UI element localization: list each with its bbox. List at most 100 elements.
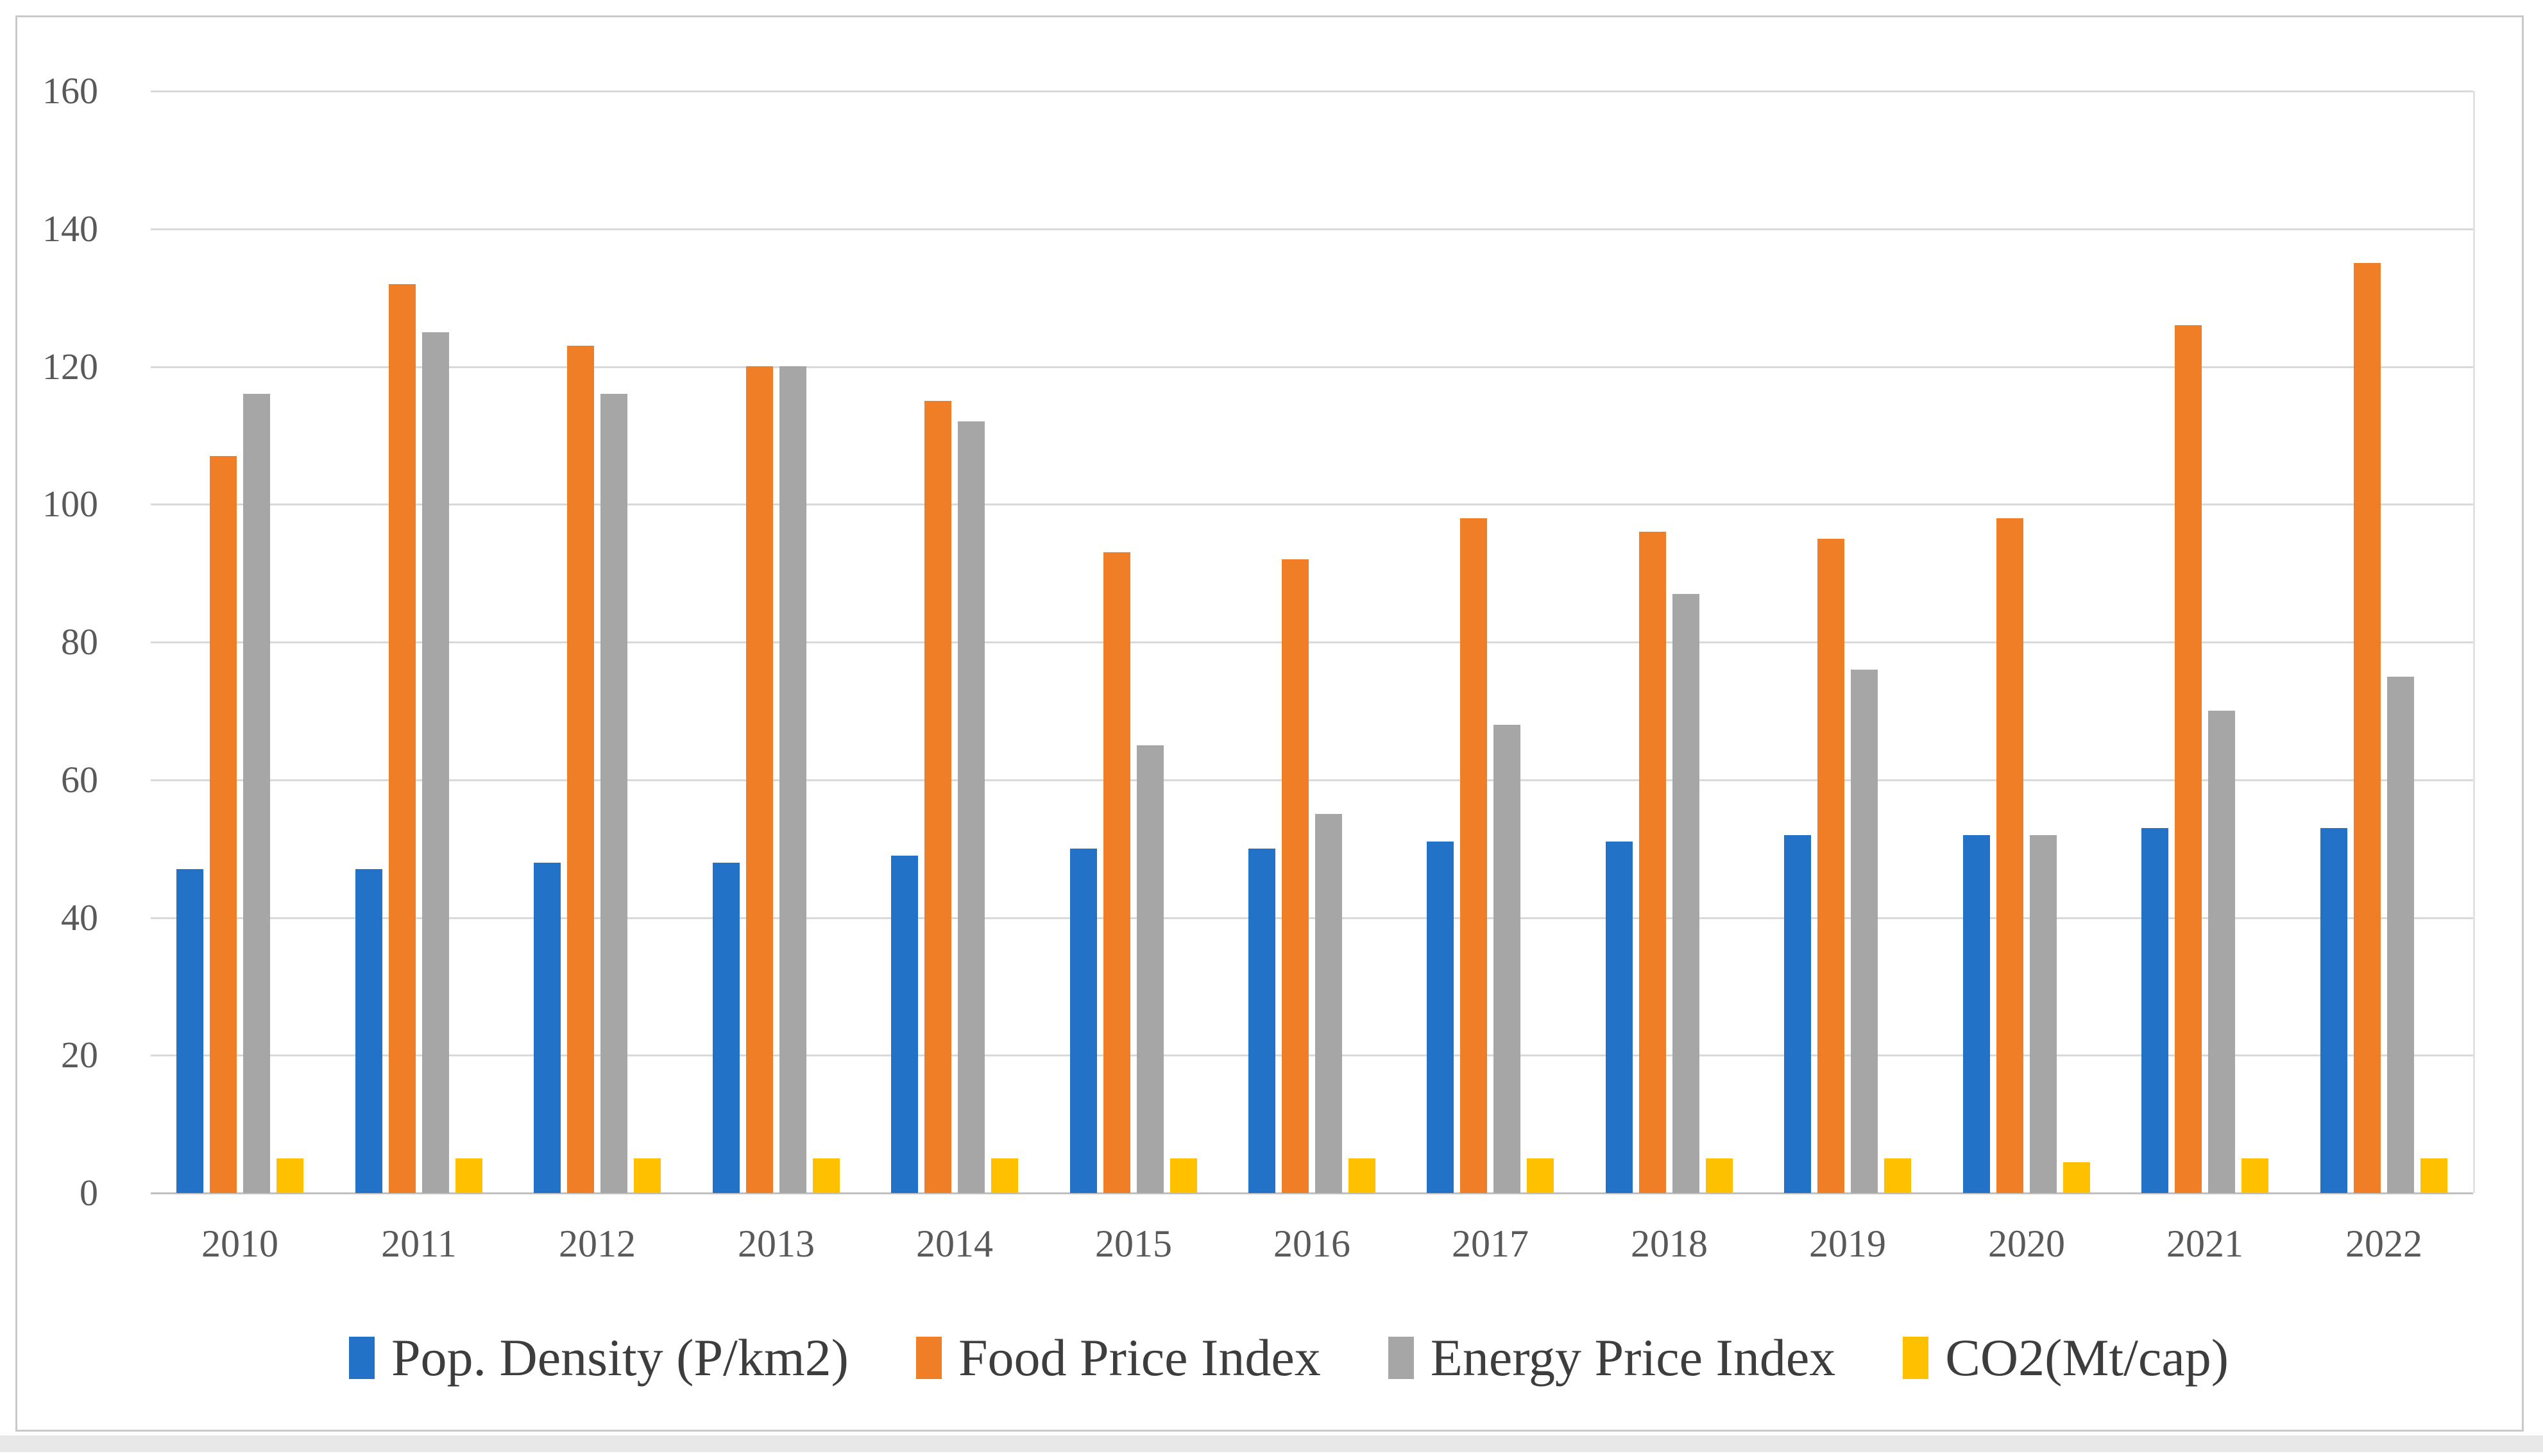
- bar-co2-mt-cap-2015: [1170, 1158, 1197, 1193]
- bar-pop-density-p-km2-2017: [1427, 842, 1454, 1193]
- bar-food-price-index-2018: [1639, 532, 1666, 1193]
- bar-co2-mt-cap-2017: [1527, 1158, 1554, 1193]
- gridline-80: [151, 641, 2473, 643]
- bar-co2-mt-cap-2020: [2063, 1162, 2090, 1193]
- bar-pop-density-p-km2-2020: [1963, 835, 1990, 1193]
- x-axis-label-2016: 2016: [1273, 1223, 1350, 1265]
- y-tick-label-100: 100: [42, 483, 98, 525]
- bar-pop-density-p-km2-2022: [2320, 828, 2347, 1193]
- bar-co2-mt-cap-2011: [455, 1158, 482, 1193]
- gridline-0: [151, 1192, 2473, 1194]
- chart-frame: 0 20 40 60 80 100 120 140 160 2010 2011 2012 2013 20…: [15, 15, 2524, 1432]
- legend-label: Food Price Index: [958, 1328, 1321, 1387]
- bar-food-price-index-2019: [1817, 539, 1844, 1193]
- bar-co2-mt-cap-2014: [991, 1158, 1018, 1193]
- bar-co2-mt-cap-2019: [1884, 1158, 1911, 1193]
- legend-swatch-icon: [348, 1337, 375, 1379]
- x-axis-label-2019: 2019: [1809, 1223, 1886, 1265]
- legend-swatch-icon: [915, 1337, 942, 1379]
- legend-swatch-icon: [1388, 1337, 1414, 1379]
- gridline-60: [151, 779, 2473, 781]
- bar-energy-price-index-2019: [1851, 670, 1878, 1193]
- legend-item-energy-price-index: Energy Price Index: [1388, 1326, 1836, 1390]
- bar-food-price-index-2010: [210, 456, 237, 1193]
- y-tick-label-160: 160: [42, 70, 98, 112]
- bar-pop-density-p-km2-2016: [1248, 849, 1275, 1193]
- x-axis-label-2017: 2017: [1452, 1223, 1529, 1265]
- gridline-20: [151, 1054, 2473, 1057]
- bar-food-price-index-2022: [2354, 263, 2381, 1193]
- bar-co2-mt-cap-2013: [813, 1158, 840, 1193]
- x-axis-label-2011: 2011: [381, 1223, 457, 1265]
- x-axis-label-2022: 2022: [2345, 1223, 2422, 1265]
- bar-energy-price-index-2012: [600, 394, 627, 1193]
- y-tick-label-140: 140: [42, 207, 98, 250]
- bar-food-price-index-2017: [1460, 518, 1487, 1193]
- bar-co2-mt-cap-2016: [1348, 1158, 1375, 1193]
- gridline-40: [151, 917, 2473, 919]
- bar-energy-price-index-2011: [422, 332, 449, 1193]
- bar-co2-mt-cap-2021: [2241, 1158, 2268, 1193]
- bar-energy-price-index-2017: [1493, 725, 1520, 1193]
- x-axis-label-2010: 2010: [201, 1223, 278, 1265]
- bar-food-price-index-2014: [924, 401, 951, 1193]
- x-axis-label-2021: 2021: [2166, 1223, 2243, 1265]
- bar-energy-price-index-2022: [2387, 677, 2414, 1193]
- bar-pop-density-p-km2-2012: [534, 863, 561, 1193]
- bar-pop-density-p-km2-2014: [891, 856, 918, 1193]
- bar-pop-density-p-km2-2013: [713, 863, 740, 1193]
- legend-label: Energy Price Index: [1430, 1328, 1836, 1387]
- legend-item-co2-mt-cap: CO2(Mt/cap): [1903, 1326, 2229, 1390]
- bar-energy-price-index-2014: [958, 421, 985, 1193]
- legend-item-pop-density-p-km2: Pop. Density (P/km2): [348, 1326, 849, 1390]
- x-axis-label-2018: 2018: [1631, 1223, 1708, 1265]
- y-tick-label-120: 120: [42, 345, 98, 387]
- y-tick-label-80: 80: [61, 621, 98, 663]
- gridline-160: [151, 90, 2473, 92]
- bar-energy-price-index-2018: [1672, 594, 1699, 1193]
- bar-pop-density-p-km2-2018: [1606, 842, 1633, 1193]
- bar-pop-density-p-km2-2010: [176, 869, 203, 1193]
- bar-food-price-index-2012: [567, 346, 594, 1193]
- y-tick-label-20: 20: [61, 1034, 98, 1076]
- x-axis-label-2013: 2013: [738, 1223, 815, 1265]
- window-bottom-edge: [0, 1435, 2543, 1452]
- bar-pop-density-p-km2-2021: [2141, 828, 2168, 1193]
- bar-co2-mt-cap-2012: [634, 1158, 661, 1193]
- bar-food-price-index-2021: [2175, 325, 2202, 1193]
- y-tick-label-60: 60: [61, 758, 98, 800]
- bar-energy-price-index-2016: [1315, 814, 1342, 1193]
- gridline-140: [151, 228, 2473, 230]
- bar-energy-price-index-2013: [779, 366, 806, 1193]
- gridline-120: [151, 366, 2473, 368]
- bar-food-price-index-2013: [746, 366, 773, 1193]
- legend-swatch-icon: [1903, 1337, 1929, 1379]
- gridline-100: [151, 504, 2473, 506]
- bar-pop-density-p-km2-2011: [355, 869, 382, 1193]
- chart-legend: Pop. Density (P/km2) Food Price Index Ener…: [17, 1326, 2543, 1390]
- y-tick-label-0: 0: [80, 1172, 98, 1214]
- bar-food-price-index-2015: [1103, 552, 1130, 1193]
- bar-energy-price-index-2021: [2208, 711, 2235, 1193]
- x-axis-label-2014: 2014: [916, 1223, 993, 1265]
- bar-energy-price-index-2020: [2030, 835, 2057, 1193]
- plot-area: [151, 90, 2475, 1194]
- bar-pop-density-p-km2-2019: [1784, 835, 1811, 1193]
- legend-label: Pop. Density (P/km2): [391, 1328, 849, 1387]
- bar-pop-density-p-km2-2015: [1070, 849, 1097, 1193]
- x-axis-label-2012: 2012: [559, 1223, 636, 1265]
- legend-label: CO2(Mt/cap): [1945, 1328, 2229, 1387]
- bar-energy-price-index-2015: [1137, 745, 1164, 1193]
- y-tick-label-40: 40: [61, 896, 98, 938]
- legend-item-food-price-index: Food Price Index: [915, 1326, 1321, 1390]
- bar-co2-mt-cap-2010: [276, 1158, 303, 1193]
- bar-co2-mt-cap-2018: [1706, 1158, 1733, 1193]
- bar-food-price-index-2011: [389, 284, 416, 1193]
- bar-energy-price-index-2010: [243, 394, 270, 1193]
- bar-food-price-index-2016: [1282, 559, 1309, 1193]
- bar-co2-mt-cap-2022: [2420, 1158, 2447, 1193]
- x-axis-label-2020: 2020: [1988, 1223, 2065, 1265]
- bar-food-price-index-2020: [1996, 518, 2023, 1193]
- x-axis-label-2015: 2015: [1095, 1223, 1172, 1265]
